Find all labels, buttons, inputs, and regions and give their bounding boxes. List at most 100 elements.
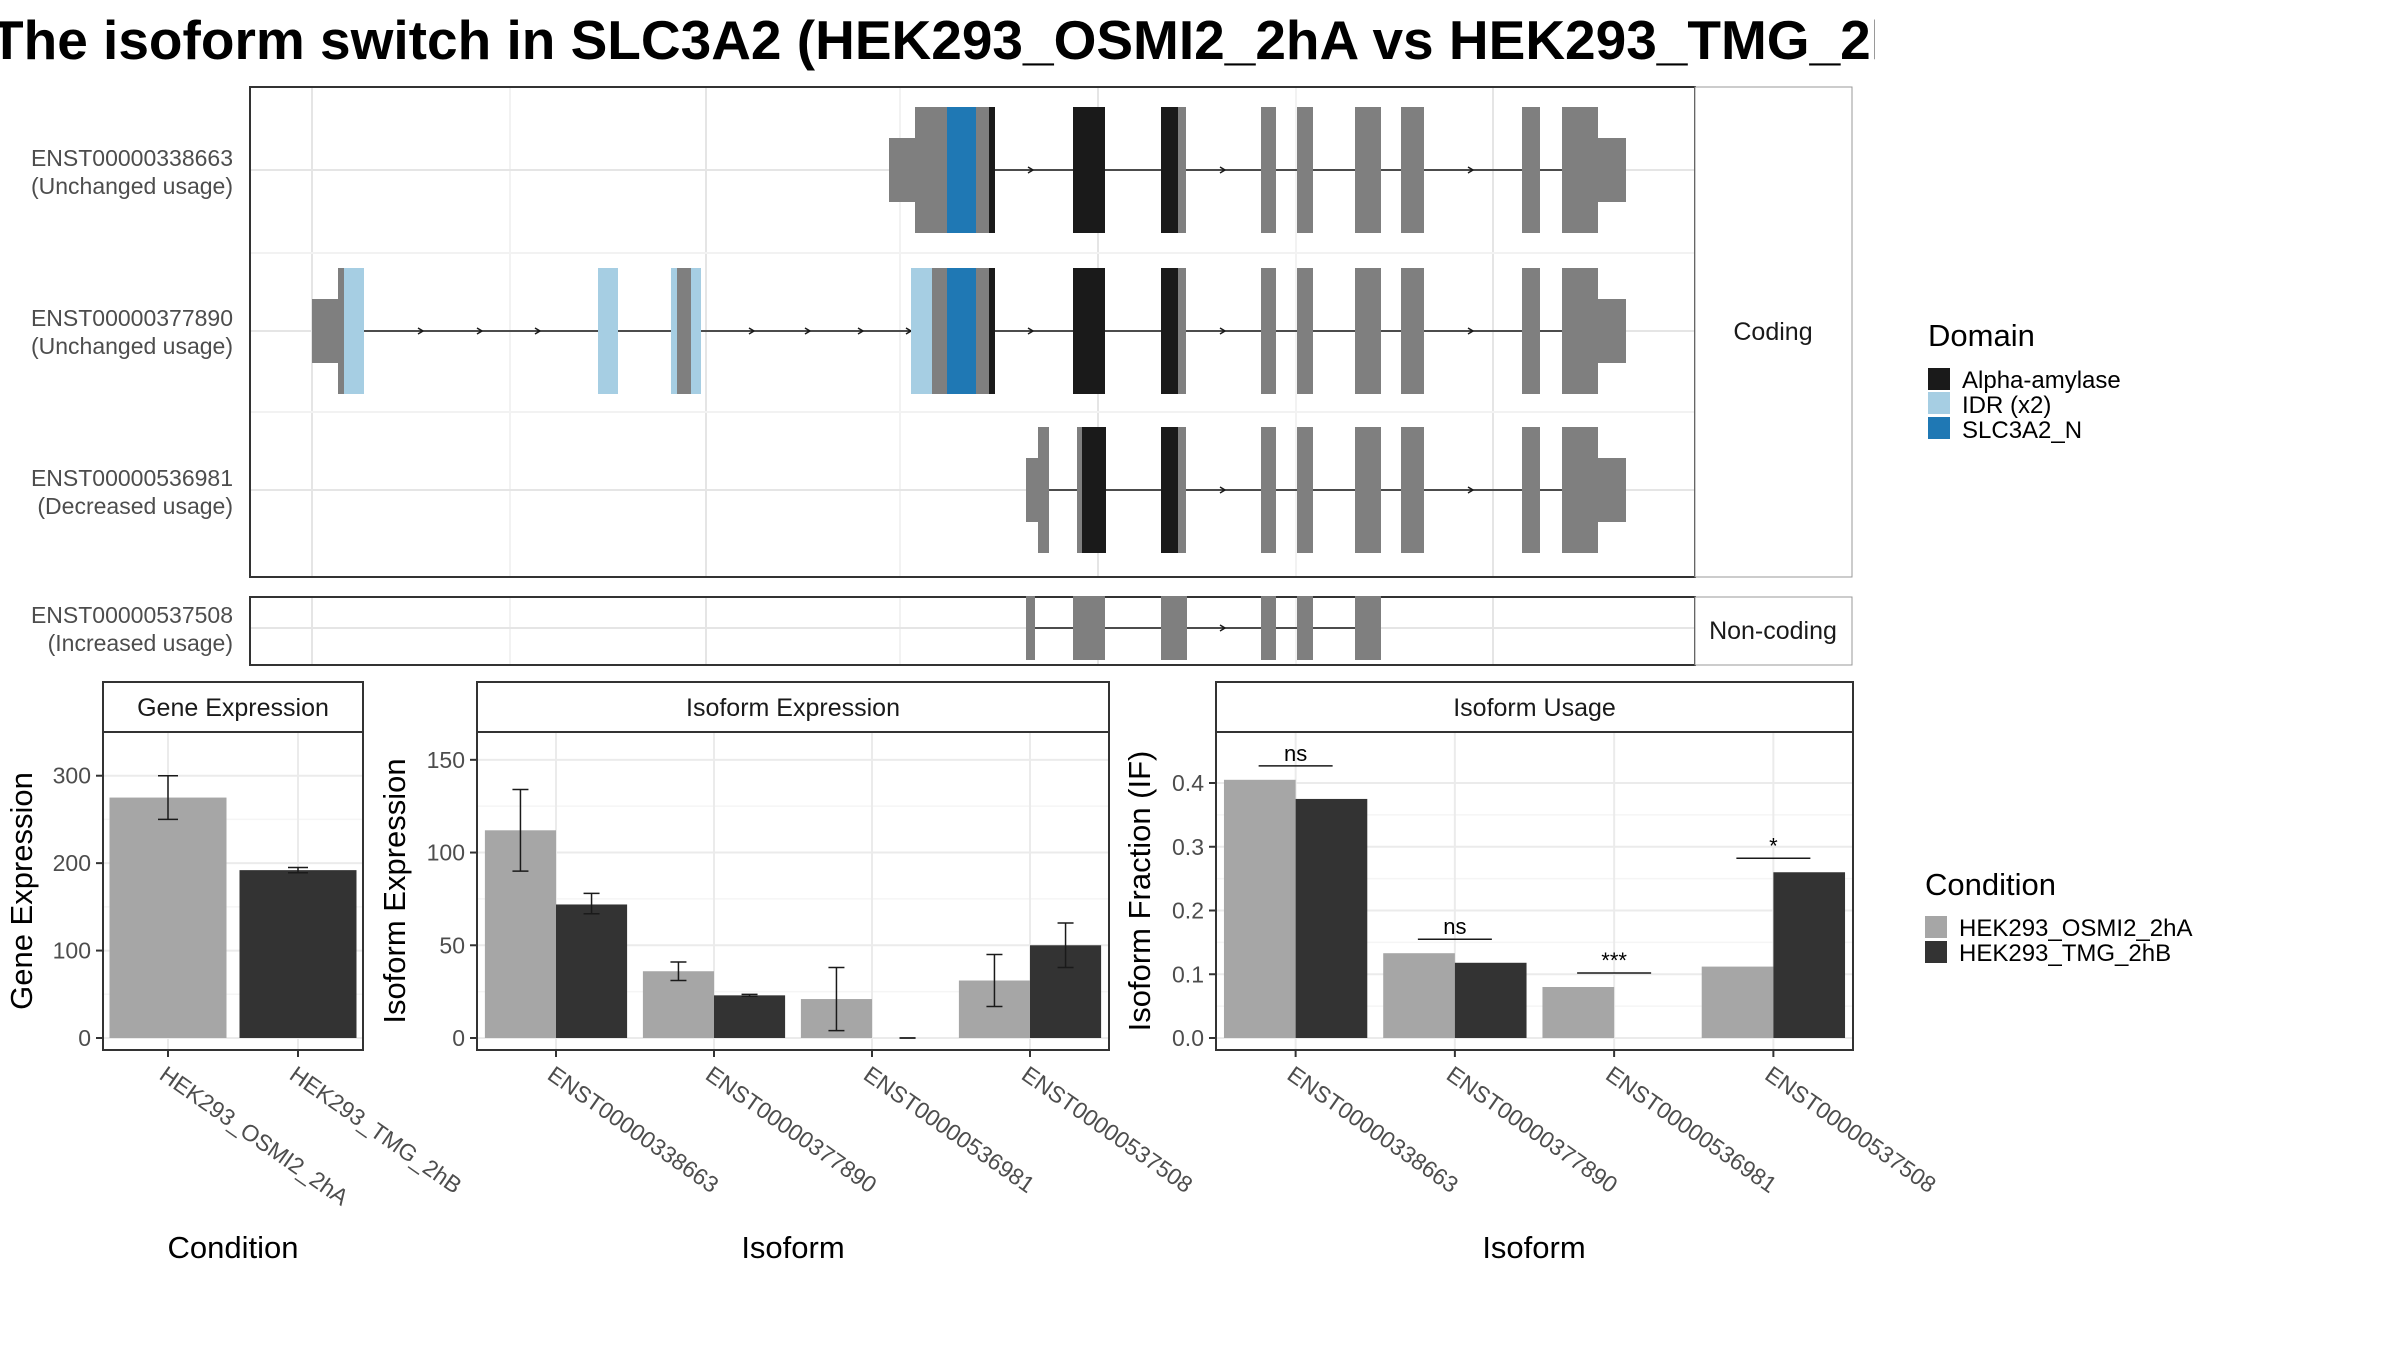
panel-title: Isoform Expression xyxy=(686,694,900,722)
bar xyxy=(1454,962,1527,1038)
cds-exon xyxy=(932,268,948,394)
x-tick-label: ENST00000377890 xyxy=(701,1061,881,1198)
y-tick-label: 100 xyxy=(53,938,91,964)
domain-alpha-amylase xyxy=(1161,427,1179,553)
panel-title: Isoform Usage xyxy=(1453,694,1616,722)
transcript-label-id: ENST00000536981 xyxy=(31,465,233,491)
bar xyxy=(1223,779,1296,1038)
transcript-label-usage: (Decreased usage) xyxy=(37,493,233,519)
domain-legend: Domain Alpha-amylase IDR (x2) SLC3A2_N xyxy=(1928,318,2121,444)
cds-exon xyxy=(1401,107,1424,233)
noncoding-exon xyxy=(1073,596,1105,660)
cds-exon xyxy=(1522,427,1540,553)
panel-border xyxy=(102,731,364,1051)
domain-alpha-amylase xyxy=(1161,107,1179,233)
cds-exon xyxy=(1355,107,1381,233)
strand-arrow xyxy=(476,327,484,335)
transcript-label-id: ENST00000377890 xyxy=(31,305,233,331)
strand-arrow xyxy=(1467,166,1475,174)
significance-label: *** xyxy=(1601,948,1627,973)
isoform-usage-chart: Isoform Usagensns****0.00.10.20.30.4ENST… xyxy=(1122,681,1941,1265)
domain-slc3a2-n xyxy=(947,107,978,233)
transcript-labels: ENST00000338663 (Unchanged usage) ENST00… xyxy=(31,145,233,656)
cds-exon xyxy=(1038,427,1049,553)
legend-swatch-cond-b xyxy=(1925,941,1947,963)
strand-arrow xyxy=(1467,327,1475,335)
noncoding-exon xyxy=(1161,596,1187,660)
cds-exon xyxy=(1355,427,1381,553)
strand-arrow xyxy=(804,327,812,335)
domain-slc3a2-n xyxy=(947,268,978,394)
noncoding-exon xyxy=(1355,596,1381,660)
strand-arrow xyxy=(857,327,865,335)
y-tick-label: 0.2 xyxy=(1172,898,1204,924)
domain-alpha-amylase xyxy=(1073,107,1105,233)
strand-arrow xyxy=(1219,327,1227,335)
strand-arrow xyxy=(417,327,425,335)
bar xyxy=(239,870,357,1038)
legend-swatch-cond-a xyxy=(1925,916,1947,938)
y-tick-label: 0.0 xyxy=(1172,1025,1204,1051)
cds-exon xyxy=(1297,427,1313,553)
strand-arrow xyxy=(534,327,542,335)
cds-exon xyxy=(915,107,948,233)
domain-alpha-amylase xyxy=(1073,268,1105,394)
strand-arrow xyxy=(1027,327,1035,335)
bar xyxy=(109,797,227,1038)
strand-arrow xyxy=(1219,166,1227,174)
cds-exon xyxy=(976,268,990,394)
y-tick-label: 200 xyxy=(53,850,91,876)
domain-alpha-amylase xyxy=(1161,268,1179,394)
legend-label-alpha-amylase: Alpha-amylase xyxy=(1962,367,2121,394)
domain-alpha-amylase xyxy=(989,268,995,394)
cds-exon xyxy=(1401,427,1424,553)
cds-exon xyxy=(338,268,345,394)
domain-idr xyxy=(671,268,677,394)
bar xyxy=(642,971,714,1038)
y-tick-label: 0.1 xyxy=(1172,961,1204,987)
structure-coding-panel xyxy=(249,86,1696,578)
transcript-label-id: ENST00000537508 xyxy=(31,602,233,628)
legend-swatch-alpha-amylase xyxy=(1928,368,1950,390)
condition-legend: Condition HEK293_OSMI2_2hA HEK293_TMG_2h… xyxy=(1925,867,2192,967)
facet-noncoding-label: Non-coding xyxy=(1709,617,1837,645)
domain-idr xyxy=(911,268,933,394)
noncoding-exon xyxy=(1026,596,1035,660)
y-tick-label: 0.3 xyxy=(1172,834,1204,860)
y-axis-title: Isoform Expression xyxy=(377,758,412,1023)
panel-border xyxy=(1215,731,1854,1051)
y-tick-label: 150 xyxy=(427,747,465,773)
cds-exon xyxy=(677,268,692,394)
domain-idr xyxy=(344,268,364,394)
structure-noncoding-strip: Non-coding xyxy=(1694,596,1853,666)
cds-exon xyxy=(1522,107,1540,233)
y-tick-label: 100 xyxy=(427,840,465,866)
cds-exon xyxy=(1562,427,1598,553)
domain-idr xyxy=(691,268,701,394)
transcript-label-usage: (Unchanged usage) xyxy=(31,173,233,199)
bar xyxy=(1773,872,1846,1038)
panel-title: Gene Expression xyxy=(137,694,329,722)
condition-legend-title: Condition xyxy=(1925,867,2056,902)
y-tick-label: 0 xyxy=(78,1025,91,1051)
strand-arrow xyxy=(1219,486,1227,494)
bar xyxy=(714,995,786,1038)
cds-exon xyxy=(1261,268,1276,394)
legend-swatch-idr xyxy=(1928,392,1950,414)
utr-exon xyxy=(1026,458,1040,522)
x-axis-title: Isoform xyxy=(1482,1230,1585,1265)
transcript-label-usage: (Unchanged usage) xyxy=(31,333,233,359)
panel-border xyxy=(476,731,1110,1051)
transcript-label-usage: (Increased usage) xyxy=(48,630,233,656)
noncoding-exon xyxy=(1297,596,1313,660)
cds-exon xyxy=(1261,427,1276,553)
y-tick-label: 0 xyxy=(452,1025,465,1051)
legend-swatch-slc3a2-n xyxy=(1928,417,1950,439)
x-tick-label: ENST00000338663 xyxy=(543,1061,723,1198)
bar xyxy=(1383,953,1455,1038)
cds-exon xyxy=(1522,268,1540,394)
cds-exon xyxy=(1178,268,1186,394)
bar xyxy=(1295,798,1368,1038)
y-tick-label: 300 xyxy=(53,763,91,789)
